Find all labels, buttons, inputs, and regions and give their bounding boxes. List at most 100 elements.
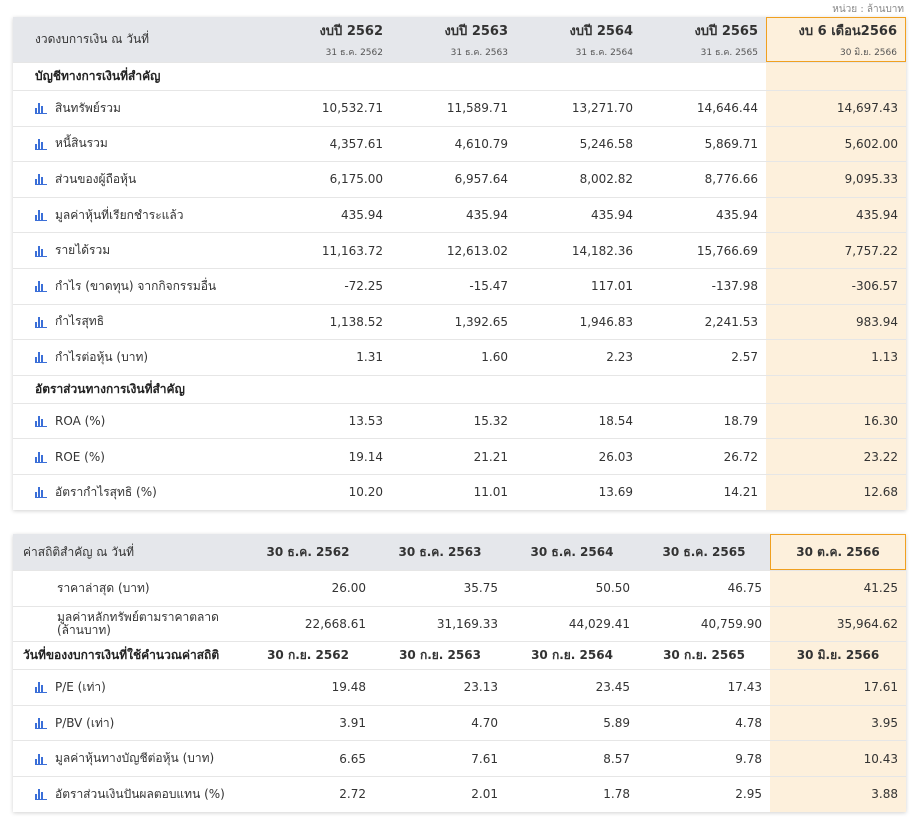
row-label[interactable]: หนี้สินรวม bbox=[55, 136, 108, 151]
value-cell-highlight: 14,697.43 bbox=[766, 91, 906, 126]
data-row: ROE (%) 19.14 21.21 26.03 26.72 23.22 bbox=[13, 438, 906, 474]
data-row: มูลค่าหุ้นทางบัญชีต่อหุ้น (บาท) 6.65 7.61 8… bbox=[13, 740, 906, 776]
data-row: P/E (เท่า) 19.48 23.13 23.45 17.43 17.61 bbox=[13, 669, 906, 705]
data-row: อัตราส่วนเงินปันผลตอบแทน (%) 2.72 2.01 1.78… bbox=[13, 775, 906, 812]
value-cell: 10,532.71 bbox=[321, 101, 383, 116]
value-cell: 35.75 bbox=[463, 581, 498, 596]
row-label[interactable]: กำไรต่อหุ้น (บาท) bbox=[55, 349, 149, 364]
bar-chart-icon[interactable] bbox=[35, 173, 47, 186]
bar-chart-icon[interactable] bbox=[35, 681, 47, 694]
value-cell: 19.14 bbox=[348, 449, 383, 464]
data-row: สินทรัพย์รวม 10,532.71 11,589.71 13,271.70 1… bbox=[13, 90, 906, 126]
value-cell: 18.79 bbox=[723, 414, 758, 429]
value-cell: 8,776.66 bbox=[704, 172, 758, 187]
bar-chart-icon[interactable] bbox=[35, 245, 47, 257]
statement-date: 30 ก.ย. 2563 bbox=[399, 648, 481, 663]
bar-chart-icon[interactable] bbox=[35, 351, 47, 364]
period-year: งบปี 2562 bbox=[319, 24, 383, 39]
row-label-cell: หนี้สินรวม bbox=[13, 127, 266, 162]
statement-date: 30 ก.ย. 2562 bbox=[267, 648, 349, 663]
stat-date: 30 ธ.ค. 2563 bbox=[398, 544, 482, 559]
value-cell: 1.60 bbox=[481, 350, 508, 365]
period-header: งบปี 2563 31 ธ.ค. 2563 bbox=[391, 17, 516, 62]
value-cell: 2,241.53 bbox=[704, 314, 758, 329]
value-cell: 9.78 bbox=[735, 751, 762, 766]
value-cell-highlight: -306.57 bbox=[766, 268, 906, 304]
value-cell: 14,646.44 bbox=[696, 101, 758, 116]
value-cell: 31,169.33 bbox=[436, 616, 498, 631]
row-label[interactable]: อัตราส่วนเงินปันผลตอบแทน (%) bbox=[55, 786, 225, 801]
statement-date: 30 ก.ย. 2564 bbox=[531, 648, 613, 663]
value-cell: 6.65 bbox=[339, 751, 366, 766]
value-cell: 14.21 bbox=[723, 485, 758, 500]
value-cell: 46.75 bbox=[727, 581, 762, 596]
period-date: 31 ธ.ค. 2562 bbox=[325, 48, 383, 58]
value-cell: 1,946.83 bbox=[579, 314, 633, 329]
value-cell: -72.25 bbox=[344, 279, 383, 294]
value-cell: 22,668.61 bbox=[304, 616, 366, 631]
bar-chart-icon[interactable] bbox=[35, 209, 47, 222]
data-row: ราคาล่าสุด (บาท) 26.00 35.75 50.50 46.75 41.2… bbox=[13, 570, 906, 606]
row-label[interactable]: ROA (%) bbox=[55, 414, 106, 429]
period-year: งบปี 2564 bbox=[569, 24, 633, 39]
value-cell-highlight: 435.94 bbox=[766, 197, 906, 233]
data-row: ROA (%) 13.53 15.32 18.54 18.79 16.30 bbox=[13, 402, 906, 439]
row-label[interactable]: สินทรัพย์รวม bbox=[55, 100, 121, 115]
bar-chart-icon[interactable] bbox=[35, 102, 47, 115]
stat-date: 30 ธ.ค. 2562 bbox=[266, 544, 350, 559]
row-label[interactable]: กำไร (ขาดทุน) จากกิจกรรมอื่น bbox=[55, 278, 217, 293]
row-label[interactable]: อัตรากำไรสุทธิ (%) bbox=[55, 484, 157, 499]
stat-date-header: 30 ธ.ค. 2565 bbox=[638, 534, 770, 570]
period-year: งบปี 2565 bbox=[694, 24, 758, 39]
row-label[interactable]: ส่วนของผู้ถือหุ้น bbox=[55, 171, 137, 186]
row-label[interactable]: มูลค่าหุ้นที่เรียกชำระแล้ว bbox=[55, 207, 184, 222]
bar-chart-icon[interactable] bbox=[35, 451, 47, 463]
bar-chart-icon[interactable] bbox=[35, 788, 47, 801]
value-cell: 19.48 bbox=[331, 680, 366, 695]
bar-chart-icon[interactable] bbox=[35, 486, 47, 499]
row-label[interactable]: รายได้รวม bbox=[55, 243, 111, 258]
value-cell: 44,029.41 bbox=[568, 616, 630, 631]
section-title: อัตราส่วนทางการเงินที่สำคัญ bbox=[35, 381, 185, 396]
bar-chart-icon[interactable] bbox=[35, 280, 47, 293]
value-cell: 2.23 bbox=[606, 350, 633, 365]
row-label-cell: กำไรต่อหุ้น (บาท) bbox=[13, 340, 266, 375]
bar-chart-icon[interactable] bbox=[35, 316, 47, 328]
row-label: ราคาล่าสุด (บาท) bbox=[57, 580, 150, 595]
value-cell-highlight: 3.95 bbox=[770, 705, 906, 741]
bar-chart-icon[interactable] bbox=[35, 753, 47, 765]
row-label-cell: มูลค่าหลักทรัพย์ตามราคาตลาด (ล้านบาท) bbox=[13, 607, 242, 642]
value-cell: 2.57 bbox=[731, 350, 758, 365]
bar-chart-icon[interactable] bbox=[35, 717, 47, 730]
row-label[interactable]: กำไรสุทธิ bbox=[55, 314, 105, 329]
highlight-cell bbox=[766, 375, 906, 403]
row-label-cell: รายได้รวม bbox=[13, 233, 266, 268]
statement-date-highlight: 30 มิ.ย. 2566 bbox=[770, 642, 906, 670]
value-cell: 50.50 bbox=[595, 581, 630, 596]
value-cell: 12,613.02 bbox=[446, 243, 508, 258]
value-cell: 117.01 bbox=[591, 279, 633, 294]
value-cell: 40,759.90 bbox=[700, 616, 762, 631]
row-label[interactable]: P/BV (เท่า) bbox=[55, 715, 115, 730]
data-row: ส่วนของผู้ถือหุ้น 6,175.00 6,957.64 8,002.8… bbox=[13, 161, 906, 197]
row-label[interactable]: ROE (%) bbox=[55, 449, 105, 464]
value-cell: 435.94 bbox=[341, 208, 383, 223]
row-label[interactable]: มูลค่าหุ้นทางบัญชีต่อหุ้น (บาท) bbox=[55, 751, 215, 766]
row-label[interactable]: P/E (เท่า) bbox=[55, 679, 106, 694]
bar-chart-icon[interactable] bbox=[35, 138, 47, 150]
row-label-cell: สินทรัพย์รวม bbox=[13, 91, 266, 126]
section-title: บัญชีทางการเงินที่สำคัญ bbox=[35, 69, 161, 83]
stat-date: 30 ธ.ค. 2564 bbox=[530, 544, 614, 559]
bar-chart-icon[interactable] bbox=[35, 415, 47, 428]
row-label-cell: ส่วนของผู้ถือหุ้น bbox=[13, 162, 266, 197]
value-cell: 13,271.70 bbox=[571, 101, 633, 116]
value-cell-highlight: 10.43 bbox=[770, 741, 906, 776]
value-cell: 23.45 bbox=[595, 680, 630, 695]
data-row: หนี้สินรวม 4,357.61 4,610.79 5,246.58 5,869.… bbox=[13, 125, 906, 162]
data-row: กำไร (ขาดทุน) จากกิจกรรมอื่น -72.25 -15.47… bbox=[13, 267, 906, 304]
value-cell-highlight: 23.22 bbox=[766, 439, 906, 474]
row-label-cell: มูลค่าหุ้นทางบัญชีต่อหุ้น (บาท) bbox=[13, 741, 242, 776]
section-title-row: อัตราส่วนทางการเงินที่สำคัญ bbox=[13, 374, 906, 403]
value-cell: 5,869.71 bbox=[704, 136, 758, 151]
value-cell: 26.00 bbox=[331, 581, 366, 596]
